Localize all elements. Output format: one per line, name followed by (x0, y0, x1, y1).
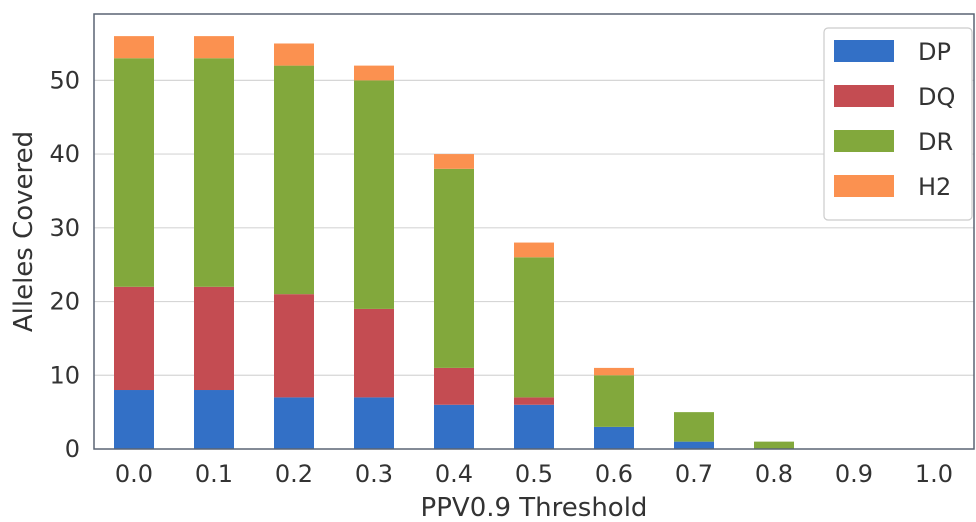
bar-segment-dr (674, 412, 714, 442)
bar-segment-dr (514, 257, 554, 398)
bar-segment-h2 (194, 36, 234, 59)
legend-box (823, 27, 973, 221)
bar-segment-dq (114, 286, 154, 391)
x-tick-label: 0.0 (115, 460, 153, 488)
bar-segment-h2 (514, 242, 554, 258)
bar-segment-h2 (434, 154, 474, 169)
bar-segment-dq (514, 397, 554, 405)
x-tick-label: 0.9 (835, 460, 873, 488)
bar-segment-dp (194, 390, 234, 449)
bar-segment-dq (354, 308, 394, 398)
bar-segment-dr (114, 58, 154, 287)
x-tick-label: 0.1 (195, 460, 233, 488)
bar-segment-dp (354, 397, 394, 449)
bar-segment-h2 (274, 43, 314, 66)
x-tick-label: 1.0 (915, 460, 953, 488)
legend-swatch-dq (834, 85, 894, 107)
bar-segment-dr (194, 58, 234, 287)
legend-swatch-dr (834, 130, 894, 152)
y-tick-label: 20 (49, 288, 80, 316)
legend-label-h2: H2 (918, 173, 951, 201)
legend-swatch-dp (834, 40, 894, 62)
y-tick-label: 10 (49, 361, 80, 389)
y-tick-label: 30 (49, 214, 80, 242)
y-tick-label: 50 (49, 66, 80, 94)
bar-segment-dr (434, 168, 474, 368)
x-tick-label: 0.7 (675, 460, 713, 488)
legend-label-dq: DQ (918, 83, 955, 111)
bar-segment-dp (594, 426, 634, 449)
bar-segment-dq (194, 286, 234, 391)
bar-segment-h2 (594, 367, 634, 376)
bar-segment-dq (434, 367, 474, 405)
y-tick-label: 0 (65, 435, 80, 463)
legend-swatch-h2 (834, 175, 894, 197)
bar-segment-dr (754, 441, 794, 449)
legend-label-dp: DP (918, 38, 951, 66)
x-tick-label: 0.3 (355, 460, 393, 488)
bar-segment-dr (354, 80, 394, 309)
x-tick-label: 0.6 (595, 460, 633, 488)
legend: DP DQ DR H2 (823, 27, 973, 221)
bar-segment-h2 (114, 36, 154, 59)
x-tick-label: 0.5 (515, 460, 553, 488)
y-tick-label: 40 (49, 140, 80, 168)
bar-segment-dr (274, 65, 314, 295)
bar-segment-dq (274, 294, 314, 398)
x-tick-label: 0.2 (275, 460, 313, 488)
bar-segment-dp (514, 404, 554, 449)
legend-label-dr: DR (918, 128, 953, 156)
bar-segment-dp (434, 404, 474, 449)
bar-segment-dr (594, 375, 634, 427)
bar-segment-h2 (354, 65, 394, 81)
y-axis-label: Alleles Covered (9, 131, 39, 332)
tick-labels: 0 10 20 30 40 50 0.0 0.1 0.2 0.3 0.4 0.5 0.6 0.7 0.8 0.… (49, 66, 953, 488)
x-tick-label: 0.8 (755, 460, 793, 488)
x-axis-label: PPV0.9 Threshold (421, 493, 648, 522)
x-tick-label: 0.4 (435, 460, 473, 488)
bar-segment-dp (674, 441, 714, 449)
bars (114, 36, 794, 449)
bar-segment-dp (114, 390, 154, 449)
bar-segment-dp (274, 397, 314, 449)
plot-area-frame (93, 13, 975, 450)
